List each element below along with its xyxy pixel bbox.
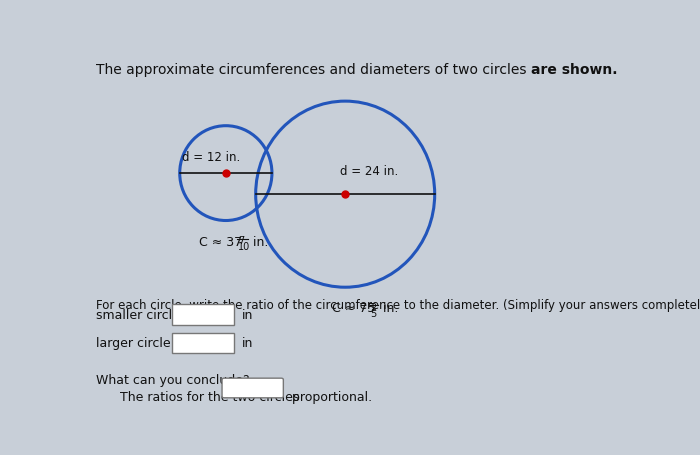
Text: The approximate circumferences and diameters of two circles: The approximate circumferences and diame… — [96, 63, 531, 77]
Text: The ratios for the two circles: The ratios for the two circles — [120, 390, 303, 403]
Text: d = 12 in.: d = 12 in. — [183, 150, 241, 163]
Text: smaller circle: smaller circle — [96, 308, 179, 321]
Text: 10: 10 — [238, 241, 250, 251]
Text: For each circle, write the ratio of the circumference to the diameter. (Simplify: For each circle, write the ratio of the … — [96, 298, 700, 311]
Text: I: I — [210, 308, 214, 322]
FancyBboxPatch shape — [222, 378, 284, 398]
Text: in: in — [242, 336, 253, 349]
Text: ▲
▼: ▲ ▼ — [272, 383, 277, 394]
Text: What can you conclude?: What can you conclude? — [96, 373, 249, 386]
Text: C ≈ 37: C ≈ 37 — [199, 235, 241, 248]
Text: ---Select---: ---Select--- — [228, 383, 279, 393]
Text: 7: 7 — [238, 235, 244, 245]
Text: proportional.: proportional. — [288, 390, 372, 403]
Text: are shown.: are shown. — [531, 63, 617, 77]
FancyBboxPatch shape — [172, 305, 234, 325]
FancyBboxPatch shape — [172, 333, 234, 353]
Text: 2: 2 — [371, 302, 377, 312]
Text: in.: in. — [379, 302, 398, 314]
Text: C ≈ 75: C ≈ 75 — [332, 302, 375, 314]
Text: larger circle: larger circle — [96, 336, 170, 349]
Text: 5: 5 — [371, 308, 377, 318]
Text: d = 24 in.: d = 24 in. — [340, 164, 398, 177]
Text: in.: in. — [249, 235, 269, 248]
Text: in: in — [242, 308, 253, 321]
